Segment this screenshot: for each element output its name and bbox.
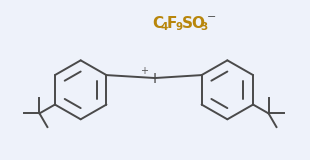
- Text: 4: 4: [161, 22, 168, 32]
- Text: SO: SO: [182, 16, 206, 31]
- Text: 9: 9: [176, 22, 183, 32]
- Text: I: I: [153, 72, 157, 86]
- Text: −: −: [206, 12, 216, 22]
- Text: +: +: [140, 66, 148, 76]
- Text: C: C: [152, 16, 163, 31]
- Text: F: F: [167, 16, 177, 31]
- Text: 3: 3: [201, 22, 208, 32]
